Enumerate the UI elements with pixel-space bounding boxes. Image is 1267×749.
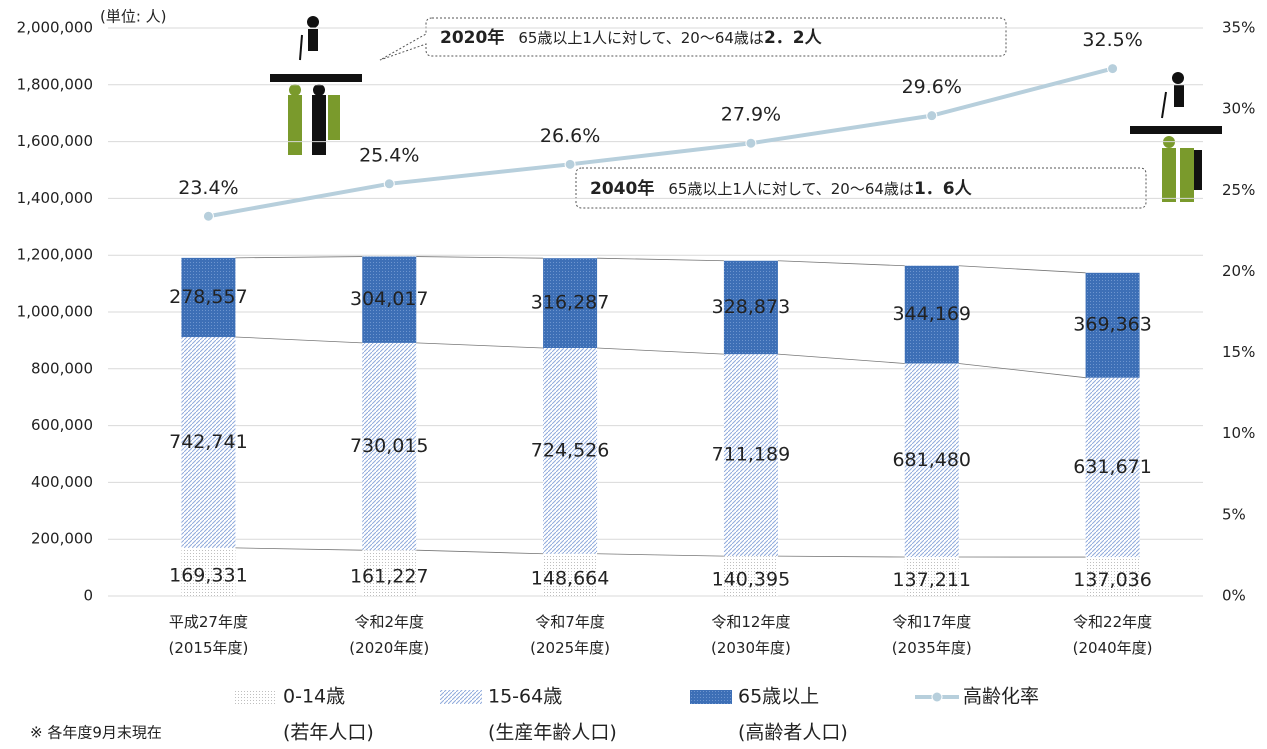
legend-label: 15-64歳 — [488, 686, 562, 708]
bar-value-label: 304,017 — [350, 288, 429, 310]
y-tick-label: 1,600,000 — [17, 132, 93, 150]
x-tick-label: 令和17年度(2035年度) — [892, 613, 972, 657]
y2-tick-label: 25% — [1222, 181, 1255, 199]
line-marker — [746, 138, 756, 148]
y2-tick-label: 30% — [1222, 100, 1255, 118]
bar-value-label: 724,526 — [531, 439, 610, 461]
bar-value-label: 742,741 — [169, 431, 248, 453]
bar-value-label: 140,395 — [712, 569, 791, 591]
y2-tick-label: 35% — [1222, 19, 1255, 37]
series-connector — [959, 266, 1086, 273]
x-tick-label: 令和12年度(2030年度) — [711, 613, 791, 657]
line-marker — [384, 179, 394, 189]
line-marker — [1108, 64, 1118, 74]
line-value-label: 23.4% — [178, 177, 238, 199]
y-tick-label: 1,000,000 — [17, 303, 93, 321]
bar-value-label: 316,287 — [531, 292, 610, 314]
legend-sublabel: (高齢者人口) — [738, 722, 848, 744]
y2-tick-label: 15% — [1222, 343, 1255, 361]
x-tick-label: 令和7年度(2025年度) — [530, 613, 610, 657]
series-connector — [778, 354, 905, 363]
line-value-label: 25.4% — [359, 144, 419, 166]
y2-tick-label: 0% — [1222, 587, 1246, 605]
legend-swatch — [932, 692, 942, 702]
bar-value-label: 328,873 — [712, 296, 791, 318]
legend-label: 高齢化率 — [963, 686, 1039, 708]
legend-label: 0-14歳 — [283, 686, 345, 708]
y-tick-label: 600,000 — [31, 416, 93, 434]
y2-tick-label: 20% — [1222, 262, 1255, 280]
line-marker — [927, 111, 937, 121]
bar-value-label: 278,557 — [169, 286, 248, 308]
y-tick-label: 1,400,000 — [17, 189, 93, 207]
line-value-label: 27.9% — [721, 104, 781, 126]
bar-value-label: 681,480 — [892, 449, 971, 471]
series-connector — [597, 348, 724, 354]
series-connector — [597, 258, 724, 261]
y-tick-label: 200,000 — [31, 530, 93, 548]
y-tick-label: 1,800,000 — [17, 75, 93, 93]
legend-sublabel: (若年人口) — [283, 722, 374, 744]
series-connector — [416, 550, 543, 554]
legend-sublabel: (生産年齢人口) — [488, 722, 617, 744]
series-connector — [235, 257, 362, 258]
bar-value-label: 137,036 — [1073, 569, 1152, 591]
legend-swatch — [690, 690, 732, 704]
y-tick-label: 2,000,000 — [17, 19, 93, 37]
series-connector — [416, 257, 543, 259]
series-connector — [778, 556, 905, 557]
line-value-label: 32.5% — [1082, 29, 1142, 51]
note: ※ 各年度9月末現在 — [30, 724, 162, 742]
line-value-label: 26.6% — [540, 125, 600, 147]
series-connector — [416, 343, 543, 348]
legend-label: 65歳以上 — [738, 686, 819, 708]
x-tick-label: 平成27年度(2015年度) — [168, 613, 248, 657]
series-connector — [235, 548, 362, 550]
y-tick-label: 1,200,000 — [17, 246, 93, 264]
legend-swatch — [235, 690, 277, 704]
series-connector — [778, 261, 905, 266]
y-tick-label: 0 — [83, 587, 93, 605]
line-marker — [203, 211, 213, 221]
line-value-label: 29.6% — [902, 76, 962, 98]
y2-tick-label: 10% — [1222, 424, 1255, 442]
series-connector — [235, 337, 362, 343]
bar-value-label: 711,189 — [712, 444, 791, 466]
bar-value-label: 137,211 — [892, 569, 971, 591]
bar-value-label: 631,671 — [1073, 456, 1152, 478]
y-tick-label: 400,000 — [31, 473, 93, 491]
bar-value-label: 148,664 — [531, 567, 610, 589]
people-icon — [270, 16, 362, 155]
x-tick-label: 令和2年度(2020年度) — [349, 613, 429, 657]
bar-value-label: 344,169 — [892, 303, 971, 325]
bar-value-label: 730,015 — [350, 435, 429, 457]
bar-value-label: 161,227 — [350, 566, 429, 588]
x-tick-label: 令和22年度(2040年度) — [1073, 613, 1153, 657]
series-connector — [597, 554, 724, 556]
series-connector — [959, 363, 1086, 377]
y-tick-label: 800,000 — [31, 359, 93, 377]
line-marker — [565, 159, 575, 169]
legend-swatch — [440, 690, 482, 704]
bar-value-label: 169,331 — [169, 564, 248, 586]
y2-tick-label: 5% — [1222, 505, 1246, 523]
unit-label: (単位: 人) — [100, 8, 167, 26]
bar-value-label: 369,363 — [1073, 314, 1152, 336]
